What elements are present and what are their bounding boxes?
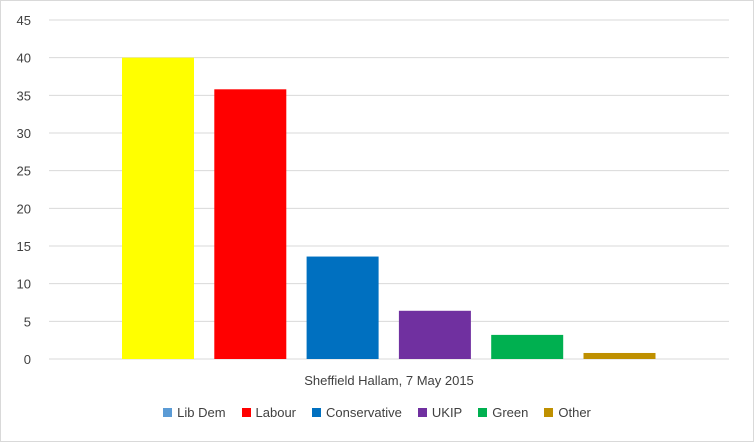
- legend-swatch: [163, 408, 173, 417]
- legend-item-other: Other: [544, 405, 591, 420]
- bar-ukip: [398, 310, 471, 359]
- bar-green: [491, 334, 564, 359]
- bar-conservative: [306, 256, 379, 359]
- bar-lib-dem: [122, 57, 194, 360]
- y-tick-label: 25: [17, 164, 31, 179]
- legend-label: Other: [558, 405, 591, 420]
- y-tick-label: 40: [17, 51, 31, 66]
- legend-label: Labour: [255, 405, 297, 420]
- legend-item-labour: Labour: [241, 405, 297, 420]
- legend-swatch: [241, 408, 251, 417]
- legend-item-lib-dem: Lib Dem: [163, 405, 226, 420]
- y-tick-label: 20: [17, 201, 31, 216]
- x-axis-label: Sheffield Hallam, 7 May 2015: [304, 373, 474, 388]
- bar-labour: [214, 89, 287, 359]
- y-axis-ticks: 0 5 10 15 20 25 30 35 40 45: [17, 13, 31, 367]
- legend-item-green: Green: [478, 405, 528, 420]
- y-tick-label: 45: [17, 13, 31, 28]
- legend-label: UKIP: [431, 405, 463, 420]
- y-tick-label: 0: [24, 352, 31, 367]
- legend-swatch: [478, 408, 488, 417]
- legend-item-conservative: Conservative: [312, 405, 402, 420]
- y-tick-label: 10: [17, 277, 31, 292]
- y-tick-label: 30: [17, 126, 31, 141]
- bar-other: [583, 352, 656, 359]
- legend-label: Lib Dem: [177, 405, 226, 420]
- y-tick-label: 35: [17, 88, 31, 103]
- bars: [122, 57, 656, 360]
- legend-swatch: [417, 408, 427, 417]
- legend: Lib Dem Labour Conservative UKIP Green Other: [1, 405, 753, 420]
- chart-plot: 0 5 10 15 20 25 30 35 40 45 Sheffield Hallam, 7 M…: [17, 13, 729, 388]
- legend-item-ukip: UKIP: [417, 405, 463, 420]
- legend-swatch: [312, 408, 322, 417]
- y-tick-label: 5: [24, 314, 31, 329]
- legend-label: Conservative: [326, 405, 402, 420]
- y-tick-label: 15: [17, 239, 31, 254]
- legend-swatch: [544, 408, 554, 417]
- legend-label: Green: [492, 405, 529, 420]
